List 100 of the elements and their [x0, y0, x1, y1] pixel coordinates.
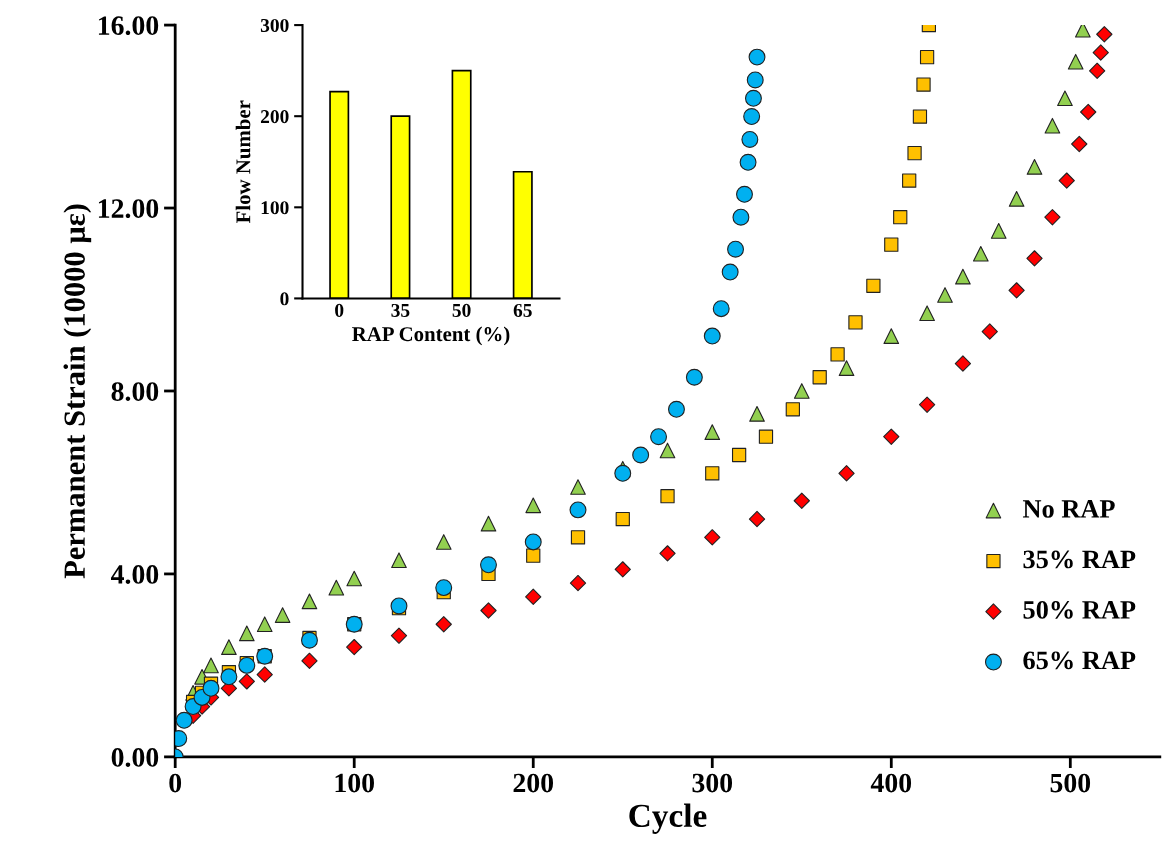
point [328, 579, 345, 596]
point [524, 533, 542, 551]
point [793, 383, 810, 399]
point [972, 245, 989, 262]
point [704, 529, 721, 546]
point [221, 639, 237, 655]
point [614, 464, 632, 482]
point [202, 679, 220, 697]
point [1071, 135, 1088, 153]
point [749, 406, 765, 422]
point [238, 673, 255, 690]
point [685, 368, 703, 386]
point [743, 108, 761, 126]
y-axis-title: Flow Number [235, 100, 251, 224]
point [175, 711, 193, 729]
point [746, 71, 764, 89]
y-tick-label: 4.00 [111, 565, 159, 584]
point [1096, 26, 1113, 43]
y-tick-label: 200 [260, 110, 289, 124]
point [435, 616, 452, 633]
point [1044, 117, 1061, 134]
point [480, 515, 497, 532]
x-axis-title: Cycle [629, 803, 707, 834]
x-tick-label: 100 [335, 773, 374, 793]
point [525, 497, 542, 514]
point [301, 593, 318, 610]
point [435, 579, 453, 597]
point [569, 574, 587, 592]
point [937, 287, 953, 303]
point [1026, 159, 1043, 175]
point [660, 489, 675, 504]
point [748, 48, 766, 66]
point [919, 49, 935, 65]
point [346, 638, 363, 656]
point [301, 652, 318, 669]
legend-label: 65% RAP [1023, 651, 1136, 670]
point [667, 400, 685, 418]
x-tick-label: 200 [513, 773, 554, 793]
point [274, 607, 291, 623]
point [838, 465, 855, 482]
point [918, 396, 936, 413]
point [748, 510, 766, 528]
point [570, 530, 586, 545]
point [1067, 53, 1084, 70]
point [884, 237, 899, 252]
y-tick-label: 100 [261, 201, 289, 215]
point [615, 511, 630, 527]
point [1008, 282, 1025, 299]
point [866, 278, 881, 293]
point [480, 556, 497, 574]
point [912, 109, 928, 124]
point [883, 328, 900, 344]
point [390, 597, 408, 615]
x-tick-label: 500 [1050, 773, 1091, 793]
point [793, 492, 810, 509]
point [238, 625, 255, 642]
point [731, 447, 747, 463]
point [727, 240, 745, 258]
x-tick-label: 0 [335, 303, 344, 317]
legend-label: 50% RAP [1023, 600, 1136, 619]
point [902, 173, 917, 188]
point [955, 268, 971, 285]
point [703, 327, 721, 345]
point [893, 210, 908, 225]
point [744, 89, 762, 107]
y-tick-label: 0 [280, 292, 289, 306]
point [848, 315, 863, 330]
point [1008, 191, 1025, 207]
point [659, 442, 676, 459]
x-tick-label: 50 [452, 303, 471, 317]
y-tick-label: 16.00 [98, 16, 159, 36]
point [391, 552, 407, 569]
point [732, 208, 750, 226]
point [812, 370, 827, 385]
point [990, 223, 1007, 239]
point [346, 570, 363, 587]
point [1044, 209, 1061, 226]
point [785, 402, 800, 417]
point [525, 588, 542, 605]
point [390, 627, 408, 644]
point [203, 657, 219, 674]
y-tick-label: 8.00 [111, 382, 159, 402]
point [919, 305, 935, 322]
point [1058, 172, 1075, 189]
point [1026, 250, 1043, 267]
point [256, 666, 273, 683]
x-tick-label: 35 [391, 303, 410, 317]
point [981, 323, 998, 340]
point [1075, 25, 1091, 38]
point [758, 429, 774, 444]
x-tick-label: 65 [513, 303, 532, 317]
point [721, 263, 739, 281]
x-tick-label: 300 [692, 773, 733, 793]
point [220, 668, 238, 686]
point [1089, 62, 1106, 79]
y-tick-label: 300 [260, 18, 289, 33]
y-axis-title: Permanent Strain (10000 με) [63, 204, 92, 579]
point [739, 153, 757, 171]
point [736, 185, 753, 203]
point [435, 534, 452, 550]
